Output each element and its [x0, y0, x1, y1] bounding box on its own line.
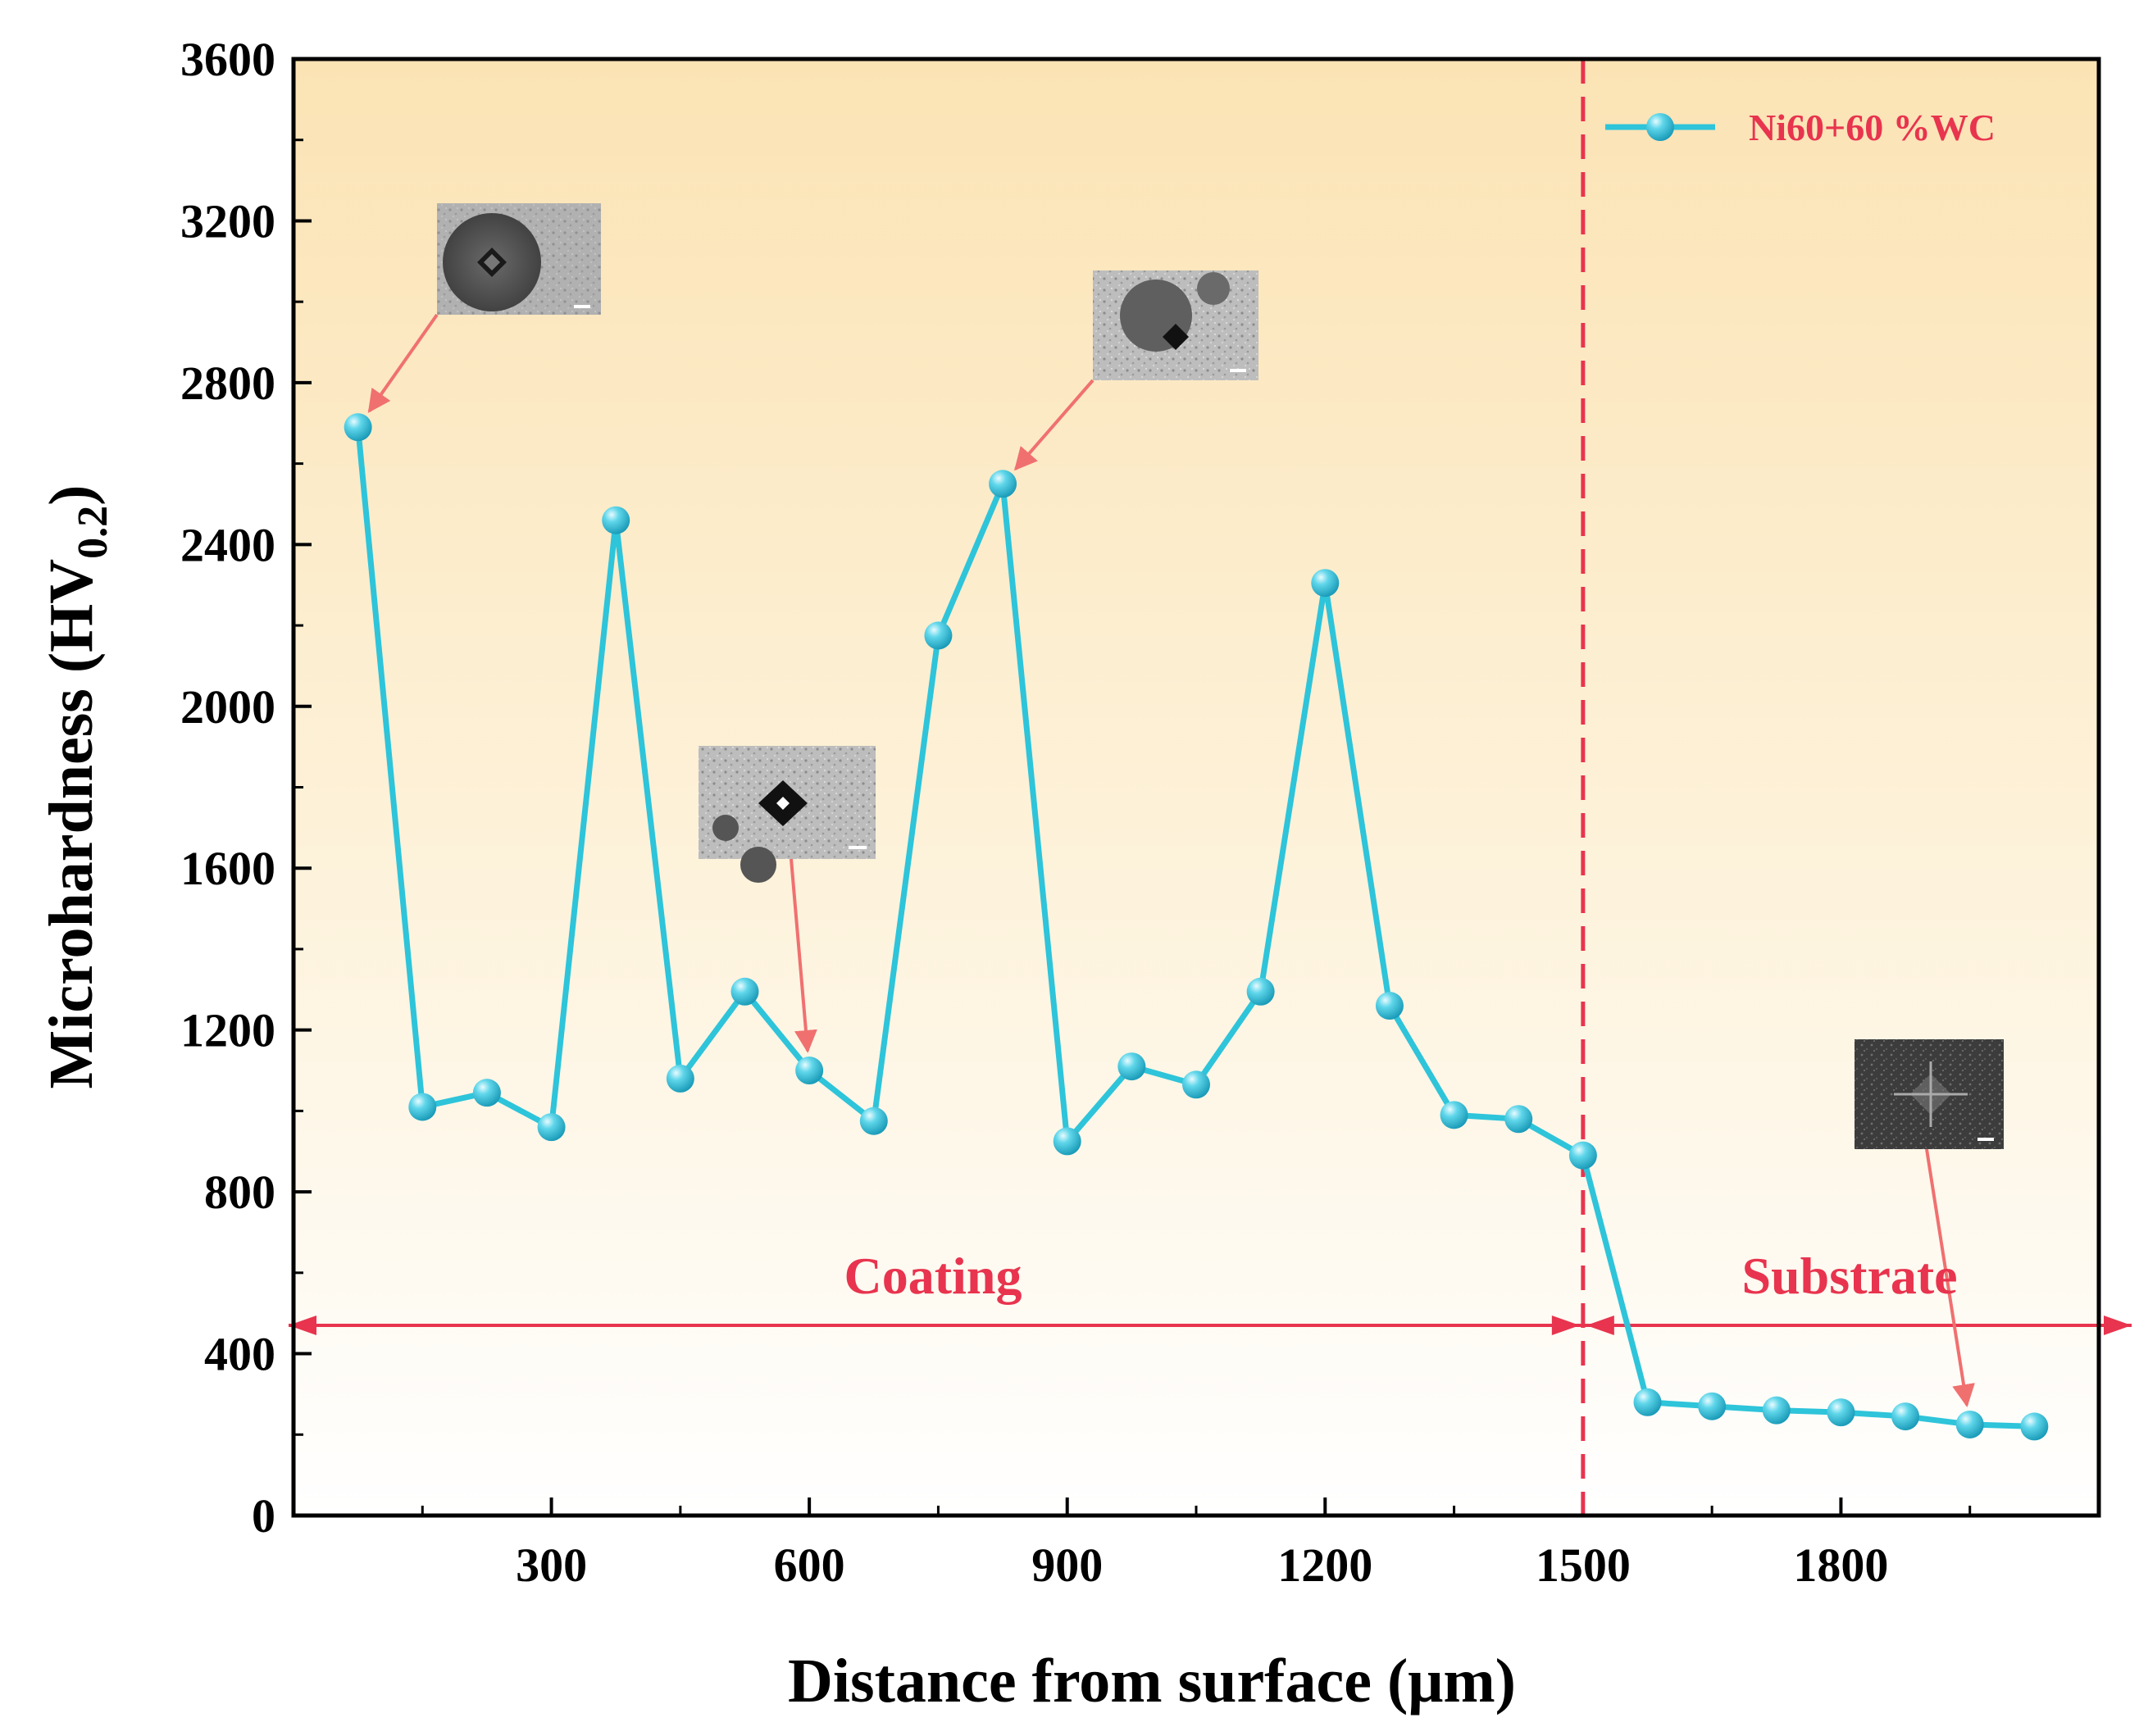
x-axis: 300 600 900 1200 1500 1800 [421, 1497, 1972, 1592]
substrate-arrowhead-right [2104, 1316, 2132, 1336]
data-point [924, 621, 953, 650]
data-point [602, 506, 630, 534]
data-point [666, 1064, 694, 1093]
data-point [1891, 1402, 1920, 1431]
y-axis: 0 400 800 1200 1600 2000 2400 2800 3200 3600 [180, 33, 312, 1543]
y-tick-label: 2000 [180, 680, 275, 734]
y-tick-label: 800 [204, 1166, 275, 1219]
micrograph-inset-4 [1855, 1039, 2004, 1149]
data-point [1053, 1127, 1081, 1156]
data-point [1827, 1398, 1855, 1427]
x-tick-label: 600 [774, 1538, 845, 1592]
x-tick-label: 900 [1031, 1538, 1103, 1592]
data-point [1117, 1052, 1146, 1081]
plot-frame [291, 57, 2101, 1518]
annotation-arrow [790, 858, 817, 1053]
coating-arrowhead-right [1551, 1316, 1580, 1336]
substrate-label: Substrate [1741, 1247, 1957, 1305]
micrograph-inset-2 [699, 746, 876, 883]
legend: Ni60+60 %WC [1605, 107, 1996, 148]
data-point [1762, 1396, 1791, 1425]
data-point [1633, 1388, 1662, 1416]
data-point [1504, 1105, 1533, 1134]
y-tick-label: 0 [252, 1489, 275, 1543]
x-tick-label: 1200 [1277, 1538, 1372, 1592]
y-axis-title-close: ) [37, 485, 106, 506]
annotation-arrow [1013, 379, 1095, 471]
data-point [1246, 977, 1275, 1006]
data-point [1375, 992, 1404, 1020]
x-tick-label: 300 [516, 1538, 587, 1592]
y-tick-label: 2400 [180, 518, 275, 571]
micrograph-inset-1 [437, 203, 601, 315]
legend-marker-sample [1646, 113, 1674, 141]
data-point [989, 470, 1017, 498]
data-point [1440, 1101, 1468, 1129]
region-annotations [289, 59, 2132, 1516]
x-tick-label: 1800 [1793, 1538, 1888, 1592]
y-tick-label: 2800 [180, 357, 275, 410]
data-point [859, 1107, 888, 1135]
data-point [1955, 1410, 1984, 1438]
annotation-arrow [367, 313, 439, 413]
y-tick-label: 1200 [180, 1004, 275, 1057]
data-point [537, 1113, 566, 1142]
y-tick-label: 3600 [180, 33, 275, 86]
data-point [730, 977, 759, 1006]
x-tick-label: 1500 [1536, 1538, 1631, 1592]
data-point [408, 1093, 437, 1121]
x-axis-title: Distance from surface (μm) [788, 1647, 1516, 1716]
y-axis-title-main: Microhardness (HV [37, 559, 106, 1089]
data-point [1568, 1141, 1597, 1170]
y-tick-label: 1600 [180, 842, 275, 895]
annotation-arrows [367, 313, 1975, 1407]
data-point [344, 413, 372, 442]
data-series [344, 413, 2049, 1441]
data-point [2020, 1412, 2049, 1441]
legend-label: Ni60+60 %WC [1749, 107, 1996, 148]
coating-label: Coating [844, 1247, 1022, 1305]
data-point [472, 1079, 501, 1107]
annotation-arrow [1925, 1148, 1975, 1407]
data-point [1182, 1070, 1210, 1099]
micrograph-inset-3 [1093, 270, 1258, 380]
coating-arrowhead-left [289, 1316, 316, 1336]
substrate-arrowhead-left [1586, 1316, 1614, 1336]
data-point [1311, 569, 1340, 598]
data-point [1698, 1392, 1727, 1420]
y-tick-label: 400 [204, 1328, 275, 1381]
y-tick-label: 3200 [180, 194, 275, 248]
micrograph-insets [437, 203, 2004, 1149]
y-axis-title-sub: 0.2 [70, 506, 116, 559]
data-point [795, 1057, 824, 1085]
y-axis-title: Microhardness (HV0.2) [37, 485, 116, 1089]
